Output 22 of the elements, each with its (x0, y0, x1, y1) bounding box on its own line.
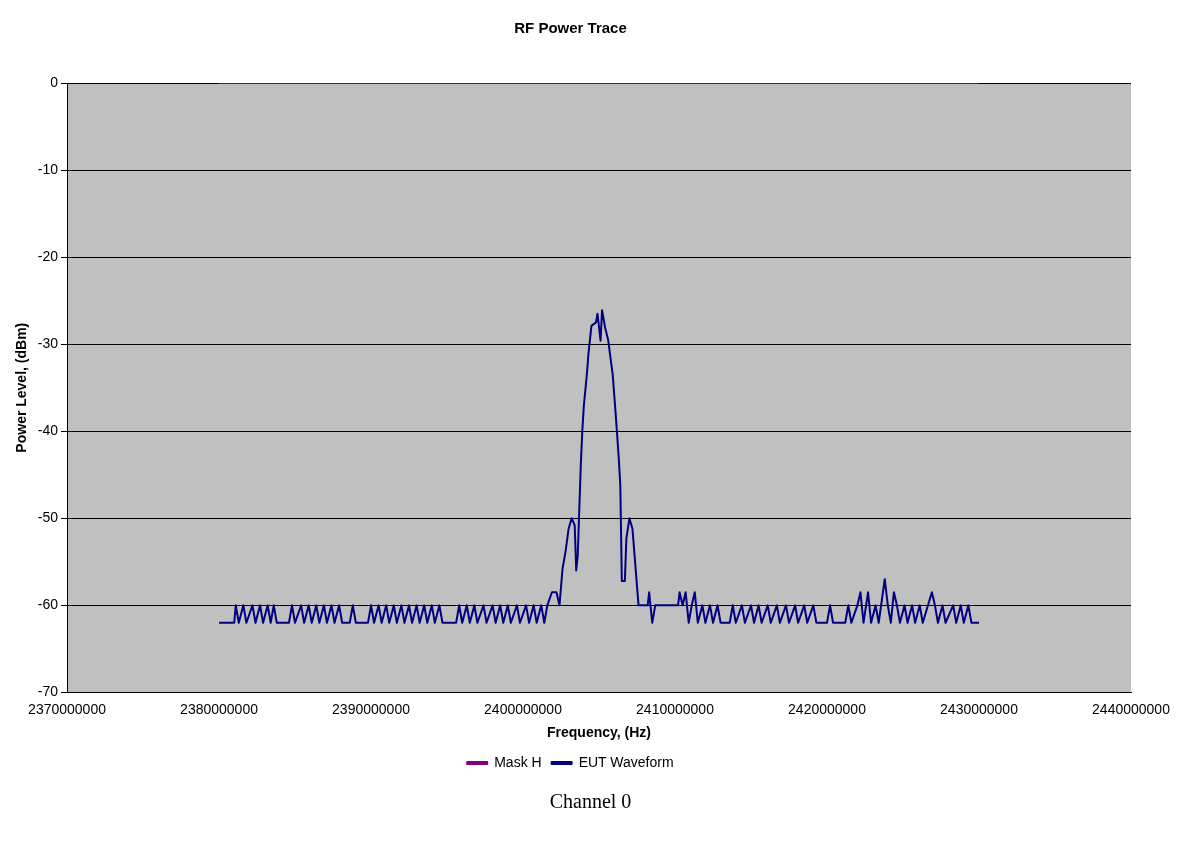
y-tick-label: -40 (37, 422, 59, 439)
x-tick-label: 2440000000 (1092, 700, 1171, 717)
y-tick-label: -20 (37, 247, 59, 264)
y-tick-label: -50 (37, 509, 59, 526)
x-axis-title: Frequency, (Hz) (547, 724, 652, 741)
y-tick-label: -70 (37, 683, 59, 700)
y-tick-label: -30 (37, 335, 59, 352)
x-tick-label: 2420000000 (788, 700, 867, 717)
text: Channel 0 (548, 790, 633, 813)
y-tick-label: 0 (50, 73, 59, 90)
y-axis-title: Power Level, (dBm) (13, 322, 30, 453)
x-tick-label: 2370000000 (28, 700, 107, 717)
x-tick-label: 2410000000 (636, 700, 715, 717)
legend-label: Mask H (494, 753, 542, 770)
y-tick-label: -10 (37, 160, 59, 177)
y-tick-label: -60 (37, 596, 59, 613)
chart-title: RF Power Trace (514, 19, 627, 37)
x-tick-label: 2400000000 (484, 700, 563, 717)
x-tick-label: 2430000000 (940, 700, 1019, 717)
x-tick-label: 2380000000 (180, 700, 259, 717)
legend-label: EUT Waveform (578, 753, 674, 770)
x-tick-label: 2390000000 (332, 700, 411, 717)
